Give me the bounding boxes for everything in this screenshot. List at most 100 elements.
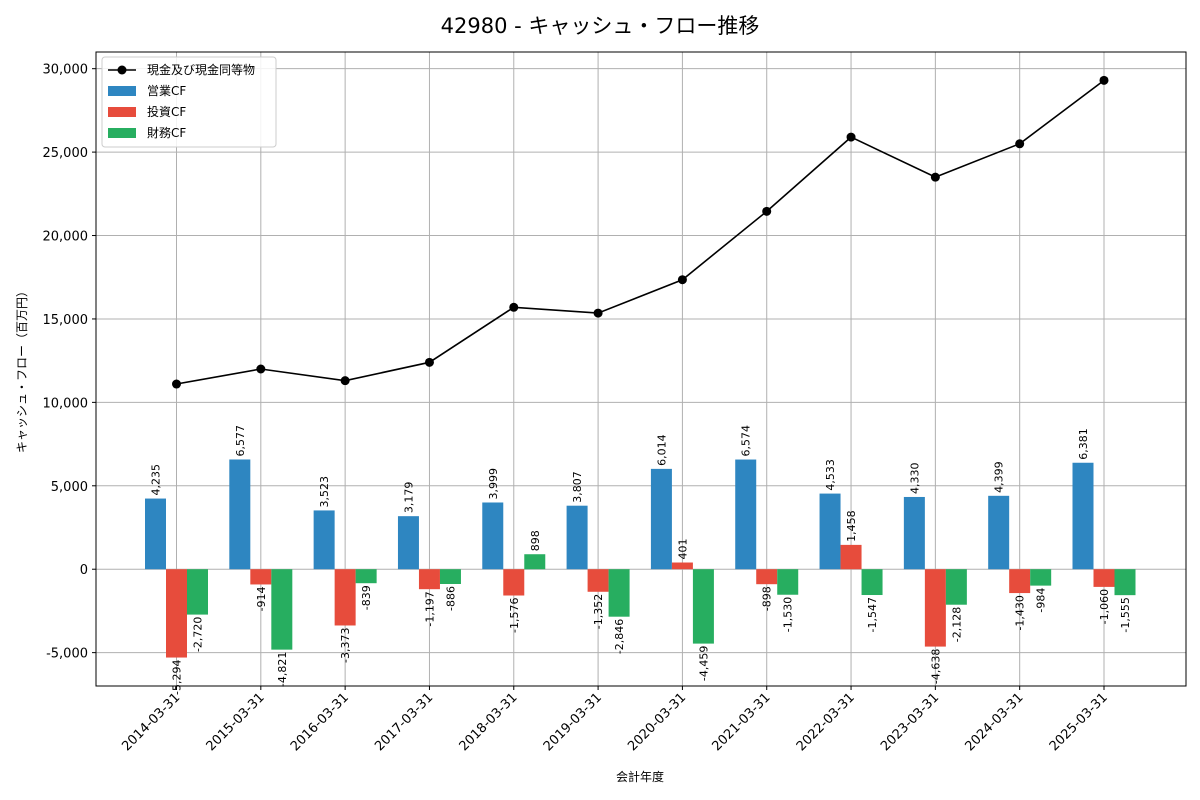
- bar: [945, 569, 967, 605]
- bar-value-label: -4,459: [697, 646, 710, 681]
- bar: [692, 569, 714, 644]
- cash-point: [1015, 139, 1025, 149]
- x-tick-label: 2018-03-31: [457, 690, 521, 754]
- bar-value-label: 3,179: [402, 482, 415, 514]
- bar-value-label: -1,555: [1119, 597, 1132, 632]
- plot-frame: [95, 51, 1187, 687]
- legend-color-swatch: [108, 86, 136, 96]
- cash-point: [424, 357, 434, 367]
- bar: [503, 569, 525, 596]
- bar-series: [145, 459, 1136, 658]
- bar-value-label: -3,373: [339, 627, 352, 662]
- y-tick-label: 30,000: [43, 63, 89, 78]
- legend-label: 財務CF: [147, 125, 186, 140]
- x-tick-label: 2017-03-31: [372, 690, 436, 754]
- bar: [229, 459, 251, 570]
- x-tick-label: 2023-03-31: [878, 690, 942, 754]
- y-tick-label: 5,000: [51, 480, 88, 495]
- bar: [313, 510, 335, 570]
- bar: [671, 562, 693, 570]
- y-tick-label: 20,000: [43, 230, 89, 245]
- bar-value-label: -898: [761, 586, 774, 611]
- bar: [250, 569, 272, 585]
- bar: [988, 495, 1010, 570]
- cash-point: [930, 172, 940, 182]
- bar-value-label: 4,235: [150, 464, 163, 496]
- bar-value-label: -1,060: [1098, 589, 1111, 624]
- bar: [334, 569, 356, 626]
- legend-label: 投資CF: [147, 104, 186, 119]
- bar: [735, 459, 757, 570]
- bar-value-label: -2,846: [613, 619, 626, 654]
- bar-value-label: -1,430: [1014, 595, 1027, 630]
- bar-value-label: 4,330: [908, 462, 921, 494]
- x-tick-label: 2022-03-31: [794, 690, 858, 754]
- chart-title: 42980 - キャッシュ・フロー推移: [441, 14, 760, 38]
- cash-point: [1099, 75, 1109, 85]
- y-axis-ticks: -5,000 0 5,000 10,000 15,000 20,000 25,000 30,0…: [43, 63, 96, 662]
- bar: [166, 569, 187, 658]
- bar: [187, 569, 208, 615]
- bar-value-labels: 4,235 6,577 3,523 3,179 3,999 3,807 6,014 6,574…: [150, 425, 1133, 695]
- cash-point: [509, 302, 519, 312]
- x-tick-label: 2015-03-31: [204, 690, 268, 754]
- bar-value-label: 898: [529, 530, 542, 551]
- x-tick-label: 2024-03-31: [962, 690, 1026, 754]
- bar: [924, 569, 946, 647]
- bar-value-label: 401: [676, 539, 689, 560]
- bar-value-label: -2,720: [192, 617, 205, 652]
- bar-value-label: -886: [444, 586, 457, 611]
- bar: [903, 496, 925, 570]
- x-axis-ticks: 2014-03-31 2015-03-31 2016-03-31 2017-03-31…: [119, 686, 1111, 754]
- bar-value-label: 4,533: [824, 459, 837, 491]
- bar: [524, 554, 546, 570]
- bar-value-label: -1,576: [508, 598, 521, 633]
- bar: [608, 569, 630, 617]
- bar: [418, 569, 440, 590]
- bar: [145, 498, 166, 570]
- bar-value-label: -1,352: [592, 594, 605, 629]
- bar-value-label: 6,577: [234, 425, 247, 457]
- legend-label: 現金及び現金同等物: [147, 62, 255, 77]
- y-tick-label: 15,000: [43, 313, 89, 328]
- bar: [482, 502, 504, 570]
- bar: [397, 516, 419, 570]
- bar: [777, 569, 799, 595]
- cash-point: [256, 364, 266, 374]
- cash-line: [176, 79, 1105, 385]
- bar-value-label: -914: [255, 586, 268, 611]
- y-tick-label: -5,000: [46, 647, 88, 662]
- legend-color-swatch: [108, 128, 136, 138]
- bar-value-label: -984: [1035, 588, 1048, 613]
- legend-label: 営業CF: [147, 84, 186, 98]
- bar-value-label: -1,197: [423, 591, 436, 626]
- y-axis-title: キャッシュ・フロー（百万円）: [15, 285, 29, 453]
- bar: [756, 569, 778, 585]
- y-tick-label: 0: [80, 563, 88, 578]
- bar: [1009, 569, 1031, 594]
- bar: [439, 569, 461, 584]
- bar: [271, 569, 293, 650]
- bar: [819, 493, 841, 570]
- bar-value-label: -1,547: [866, 597, 879, 632]
- bar-value-label: -1,530: [782, 597, 795, 632]
- bar: [1072, 462, 1094, 570]
- bar-value-label: 6,574: [740, 425, 753, 457]
- x-tick-label: 2019-03-31: [541, 690, 605, 754]
- bar-value-label: 3,807: [571, 471, 584, 503]
- x-tick-label: 2025-03-31: [1047, 690, 1111, 754]
- bar-value-label: -2,128: [950, 607, 963, 642]
- bar-value-label: 4,399: [993, 461, 1006, 493]
- bar: [1093, 569, 1115, 587]
- cash-point: [846, 132, 856, 142]
- bar-value-label: -4,821: [276, 652, 289, 687]
- bar: [566, 505, 588, 570]
- y-tick-label: 25,000: [43, 146, 89, 161]
- bar-value-label: 3,999: [487, 468, 500, 499]
- bar-value-label: 3,523: [318, 476, 331, 508]
- bar: [1114, 569, 1136, 596]
- bar-value-label: -5,294: [171, 660, 184, 695]
- cash-line-series: [172, 75, 1109, 389]
